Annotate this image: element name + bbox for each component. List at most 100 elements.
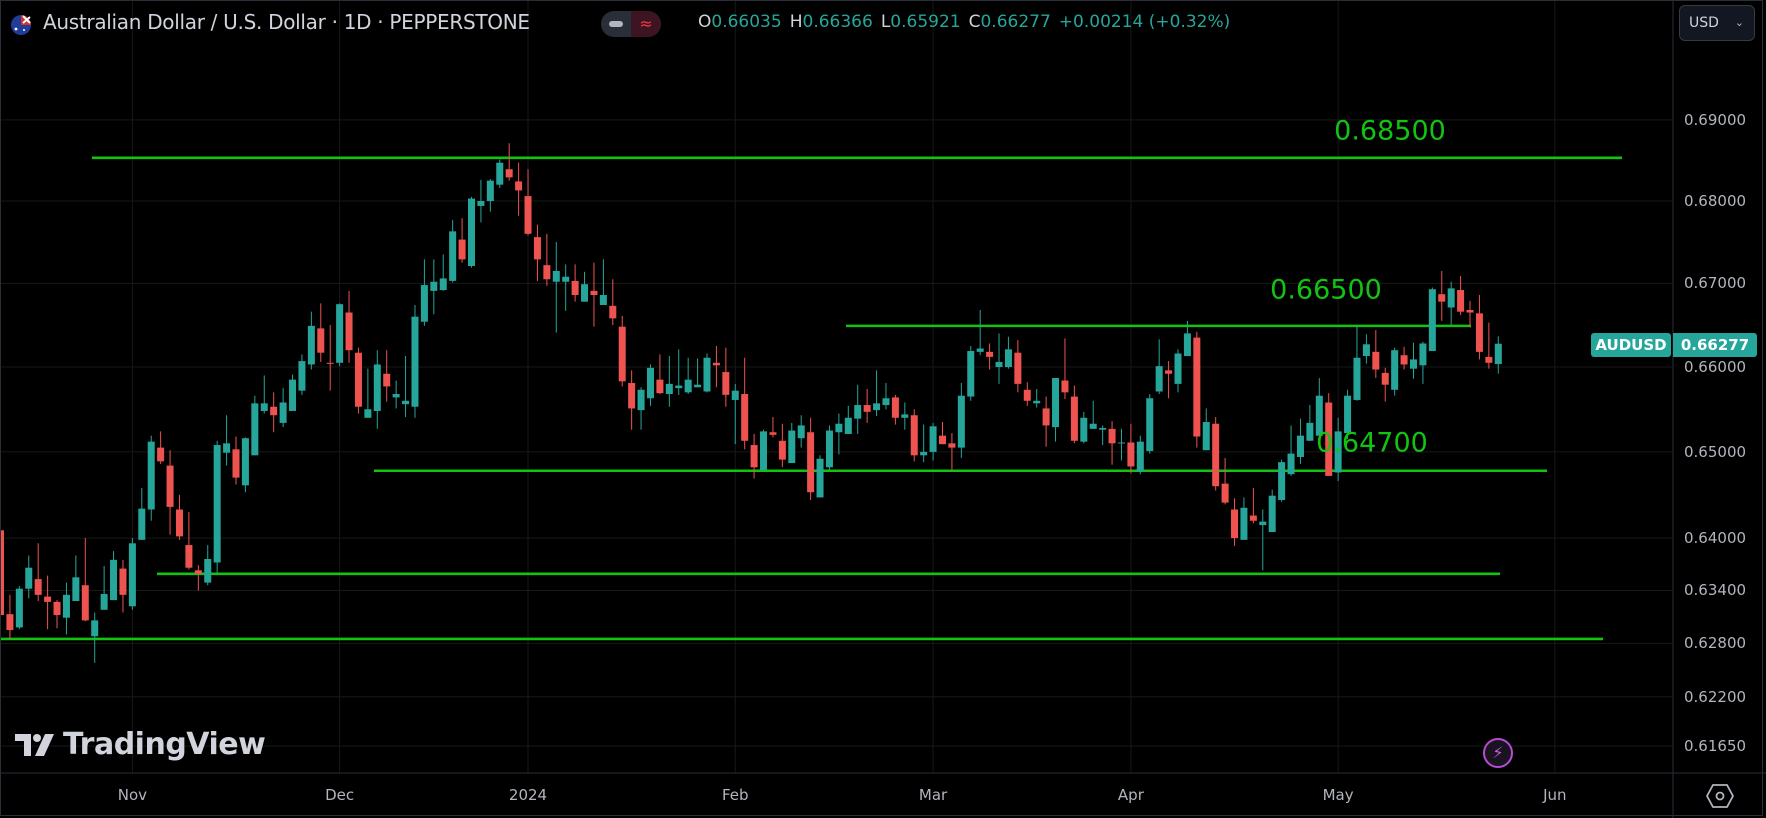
candle-up [646, 364, 654, 406]
candle-body [825, 430, 833, 468]
candle-body [891, 397, 899, 418]
candle-up [25, 555, 33, 599]
candle-body [1344, 395, 1352, 434]
candle-up [100, 565, 108, 610]
candle-up [298, 354, 306, 395]
candle-up [223, 415, 231, 466]
candle-body [1259, 521, 1267, 526]
candle-down [270, 392, 278, 433]
candle-body [298, 361, 306, 391]
candle-down [1400, 346, 1408, 370]
level-label: 0.66500 [1270, 274, 1382, 306]
candle-body [976, 348, 984, 352]
candle-body [1108, 428, 1116, 444]
candle-body [1475, 313, 1483, 352]
candle-body [1023, 389, 1031, 401]
candle-body [703, 357, 711, 392]
candle-up [430, 259, 438, 315]
candle-body [1325, 402, 1333, 476]
candle-up [665, 356, 673, 407]
candle-up [147, 435, 155, 521]
candle-up [496, 159, 504, 188]
candle-body [1052, 377, 1060, 428]
candle-up [1306, 405, 1314, 441]
candle-body [364, 409, 372, 418]
symbol-tag: AUDUSD [1591, 333, 1671, 357]
candle-up [1268, 489, 1276, 533]
candle-up [241, 437, 249, 493]
candle-down [618, 315, 626, 387]
candle-body [1042, 408, 1050, 426]
candle-body [420, 285, 428, 322]
wave-icon[interactable]: ≈ [631, 11, 661, 37]
candle-body [562, 276, 570, 282]
tradingview-logo-icon [15, 733, 54, 756]
candle-body [1428, 289, 1436, 352]
currency-value: USD [1689, 15, 1719, 31]
gear-hexagon-icon[interactable] [1706, 783, 1734, 809]
candle-body [1183, 333, 1191, 357]
candle-down [354, 347, 362, 414]
candle-body [458, 239, 466, 260]
candle-down [543, 233, 551, 286]
minus-icon[interactable] [601, 11, 631, 37]
close-value: 0.66277 [980, 12, 1051, 32]
candle-body [44, 596, 52, 602]
candle-body [581, 284, 589, 302]
time-tick-label: Dec [325, 786, 355, 804]
candle-up [336, 303, 344, 367]
lightning-icon[interactable]: ⚡ [1483, 738, 1513, 768]
candle-up [835, 413, 843, 455]
candle-up [1362, 334, 1370, 364]
candle-body [797, 425, 805, 439]
chart-mode-toggle[interactable]: ≈ [601, 11, 661, 37]
candle-body [637, 389, 645, 411]
candle-down [185, 512, 193, 570]
candle-body [6, 614, 14, 631]
candle-up [411, 305, 419, 418]
candle-body [1249, 515, 1257, 521]
candle-down [948, 433, 956, 471]
candle-body [166, 465, 174, 507]
candle-up [825, 425, 833, 470]
candle-body [854, 405, 862, 419]
candle-body [778, 440, 786, 460]
candle-up [204, 545, 212, 586]
candle-down [1485, 322, 1493, 369]
candle-up [797, 415, 805, 448]
tradingview-logo[interactable]: TradingView [15, 727, 266, 762]
symbol-title[interactable]: Australian Dollar / U.S. Dollar · 1D · P… [43, 10, 530, 34]
candle-up [364, 368, 372, 418]
candle-down [769, 416, 777, 438]
candle-body [1014, 352, 1022, 384]
candle-up [91, 612, 99, 663]
candle-down [656, 354, 664, 395]
candle-up [1287, 425, 1295, 476]
candle-down [778, 423, 786, 468]
candle-up [1259, 509, 1267, 571]
price-tick-label: 0.69000 [1684, 110, 1747, 129]
candle-body [175, 509, 183, 537]
candle-body [571, 280, 579, 296]
candle-body [25, 567, 33, 589]
candle-body [939, 435, 946, 445]
candle-down [1372, 330, 1380, 378]
currency-select[interactable]: USD ⌄ [1679, 5, 1755, 41]
candle-up [1052, 377, 1060, 442]
candle-body [948, 443, 956, 448]
candle-down [1231, 498, 1239, 546]
candle-body [533, 237, 541, 260]
horizontal-levels [0, 156, 1622, 641]
candle-body [967, 351, 975, 397]
candle-up [675, 349, 683, 395]
candle-down [1070, 385, 1078, 444]
candle-body [1004, 349, 1012, 367]
candle-body [345, 312, 353, 351]
candle-down [1457, 275, 1465, 316]
candle-up [788, 422, 796, 464]
candle-down [807, 417, 815, 500]
candle-body [665, 383, 673, 395]
candle-up [995, 333, 1003, 384]
last-price-tag: 0.66277 [1673, 333, 1757, 357]
